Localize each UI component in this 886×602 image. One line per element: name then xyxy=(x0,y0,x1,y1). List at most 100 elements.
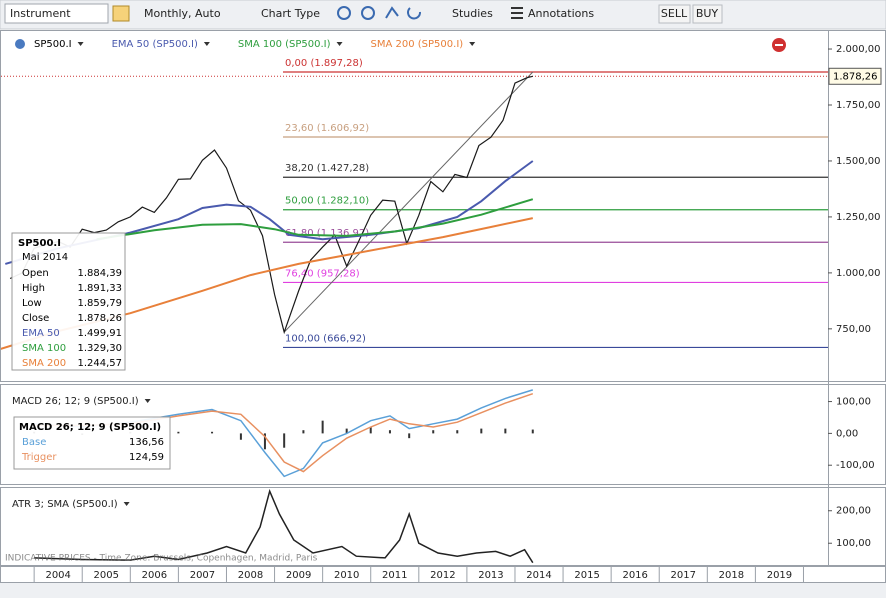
sell-label: SELL xyxy=(661,7,688,20)
histogram-bar xyxy=(531,429,534,434)
legend-entry: SMA 100 (SP500.I) xyxy=(238,39,331,50)
histogram-bar xyxy=(177,431,180,434)
period-menu[interactable]: Monthly, Auto xyxy=(144,7,221,20)
trend-line xyxy=(283,71,534,333)
legend-entry: SMA 200 (SP500.I) xyxy=(371,39,464,50)
panel-dropdown xyxy=(123,502,130,506)
histogram-bar xyxy=(211,431,214,434)
fib-label: 23,60 (1.606,92) xyxy=(285,123,369,134)
fib-label: 50,00 (1.282,10) xyxy=(285,196,369,207)
histogram-bar xyxy=(302,430,305,434)
icon-annotations xyxy=(511,7,523,19)
y-tick-label: 0,00 xyxy=(836,428,858,439)
instrument-input[interactable] xyxy=(4,3,109,24)
zoom-out[interactable] xyxy=(361,6,375,20)
info-row-name: Trigger xyxy=(21,452,57,463)
y-tick-label: 750,00 xyxy=(836,324,871,335)
year-label: 2016 xyxy=(622,570,647,581)
studies-menu[interactable]: Studies xyxy=(452,7,493,20)
icon-indicator[interactable] xyxy=(112,5,130,22)
info-row-name: SMA 200 xyxy=(22,358,66,369)
panel-title: ATR 3; SMA (SP500.I) xyxy=(12,499,118,510)
info-row-value: 1.499,91 xyxy=(77,328,122,339)
info-row-value: 1.878,26 xyxy=(77,313,122,324)
info-row-value: 124,59 xyxy=(129,452,164,463)
info-row-value: 1.891,33 xyxy=(77,283,122,294)
close-icon xyxy=(775,44,783,46)
footer-note: INDICATIVE PRICES - Time Zone: Brussels,… xyxy=(5,554,318,564)
chart-type-menu[interactable]: Chart Type xyxy=(261,7,320,20)
year-label: 2010 xyxy=(334,570,359,581)
histogram-bar xyxy=(408,433,411,439)
histogram-bar xyxy=(504,428,507,434)
y-tick-label: -100,00 xyxy=(836,460,875,471)
y-tick-label: 200,00 xyxy=(836,506,871,517)
info-row-name: Base xyxy=(22,437,46,448)
info-box xyxy=(11,232,126,371)
year-label: 2004 xyxy=(45,570,70,581)
indicator-line xyxy=(34,392,534,473)
annotations-menu[interactable]: Annotations xyxy=(528,7,594,20)
info-row-value: 1.859,79 xyxy=(77,298,122,309)
info-row-value: 1.329,30 xyxy=(77,343,122,354)
info-title: SP500.I xyxy=(18,238,61,249)
fib-label: 100,00 (666,92) xyxy=(285,333,366,344)
icon-reset[interactable] xyxy=(407,7,421,20)
icon-pan[interactable] xyxy=(385,6,399,19)
info-row-value: 136,56 xyxy=(129,437,164,448)
histogram-bar xyxy=(432,430,435,434)
toolbar xyxy=(0,0,886,30)
histogram-bar xyxy=(369,427,372,434)
year-label: 2018 xyxy=(719,570,744,581)
year-label: 2011 xyxy=(382,570,407,581)
year-label: 2007 xyxy=(190,570,215,581)
sell-button[interactable] xyxy=(658,4,691,24)
legend-dropdown xyxy=(469,42,476,46)
histogram-bar xyxy=(456,430,459,434)
year-label: 2012 xyxy=(430,570,455,581)
histogram-bar xyxy=(345,428,348,434)
legend-dropdown xyxy=(336,42,343,46)
fib-label: 38,20 (1.427,28) xyxy=(285,163,369,174)
histogram-bar xyxy=(321,420,324,434)
legend-dropdown xyxy=(203,42,210,46)
panel-dropdown xyxy=(144,399,151,403)
year-label: 2005 xyxy=(94,570,119,581)
panel-title: MACD 26; 12; 9 (SP500.I) xyxy=(12,396,139,407)
year-label: 2017 xyxy=(671,570,696,581)
zoom-in[interactable] xyxy=(337,6,351,20)
y-tick-label: 1.000,00 xyxy=(836,268,881,279)
legend-entry: EMA 50 (SP500.I) xyxy=(112,39,198,50)
indicator-line xyxy=(96,198,534,241)
indicator-line xyxy=(5,160,534,265)
info-row-name: High xyxy=(22,283,45,294)
info-box xyxy=(13,416,171,470)
histogram-bar xyxy=(263,433,266,450)
histogram-bar xyxy=(388,430,391,434)
year-label: 2013 xyxy=(478,570,503,581)
histogram-bar xyxy=(480,428,483,434)
buy-label: BUY xyxy=(696,7,719,20)
info-row-name: Close xyxy=(22,313,49,324)
histogram-bar xyxy=(283,433,286,448)
indicator-line xyxy=(34,389,534,478)
indicator-line xyxy=(34,489,534,564)
y-tick-label: 1.250,00 xyxy=(836,212,881,223)
legend-dropdown xyxy=(77,42,84,46)
fib-label: 0,00 (1.897,28) xyxy=(285,58,363,69)
info-row-value: 1.884,39 xyxy=(77,268,122,279)
year-label: 2019 xyxy=(767,570,792,581)
y-tick-label: 100,00 xyxy=(836,397,871,408)
buy-button[interactable] xyxy=(692,4,723,24)
instrument-placeholder: Instrument xyxy=(10,7,71,20)
year-label: 2015 xyxy=(574,570,599,581)
year-label: 2009 xyxy=(286,570,311,581)
info-row-name: SMA 100 xyxy=(22,343,66,354)
price-line xyxy=(9,75,533,335)
last-price-label: 1.878,26 xyxy=(833,71,878,82)
info-row-name: Open xyxy=(22,268,49,279)
year-label: 2014 xyxy=(526,570,551,581)
y-tick-label: 2.000,00 xyxy=(836,44,881,55)
